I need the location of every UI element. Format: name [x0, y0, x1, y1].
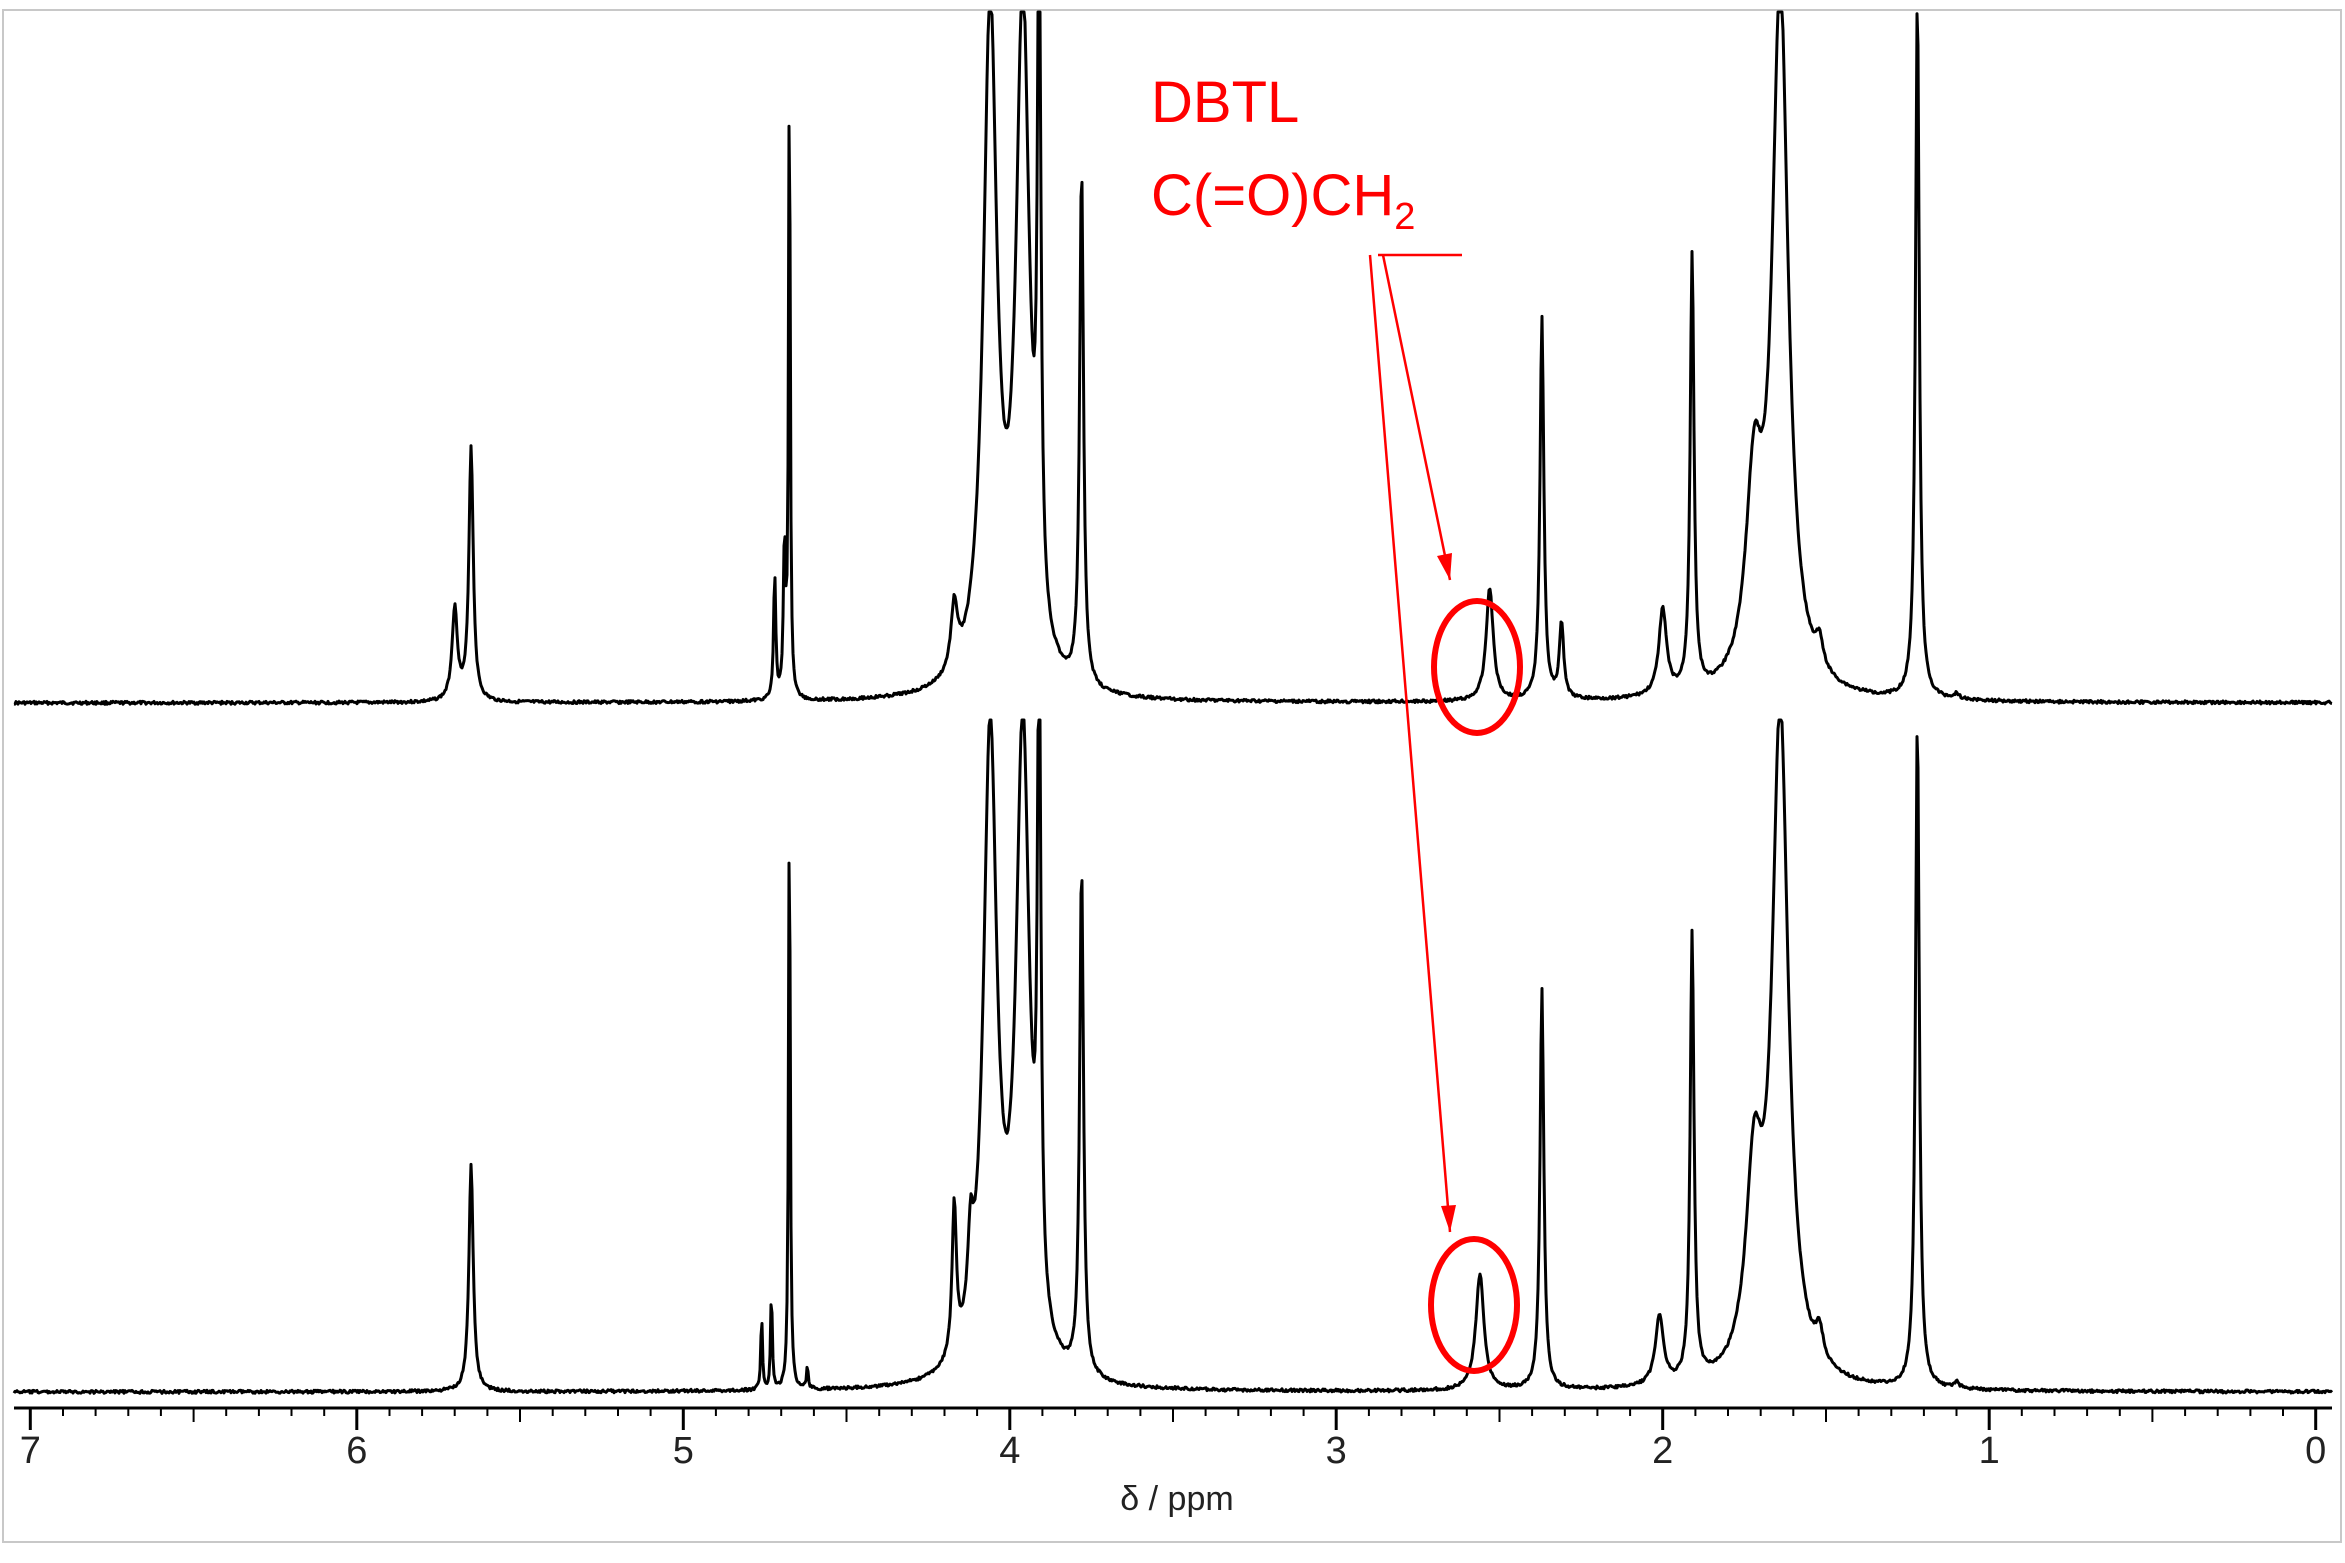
annotation-arrow-upper	[1381, 254, 1452, 581]
x-tick-label: 2	[1652, 1430, 1673, 1472]
spectrum-upper	[13, 10, 2333, 706]
spectrum-lower	[12, 718, 2334, 1395]
annotation-subscript: 2	[1394, 196, 1415, 238]
annotation-line-1: DBTL	[1151, 70, 1299, 135]
highlight-circle-lower	[1428, 1236, 1520, 1374]
x-tick-label: 3	[1326, 1430, 1347, 1472]
annotation-formula: C(=O)CH	[1151, 163, 1394, 228]
annotation-arrowhead-lower	[1441, 1205, 1456, 1232]
x-tick-label: 6	[346, 1430, 367, 1472]
annotation-line-2: C(=O)CH2	[1151, 163, 1415, 238]
spectra-group	[12, 10, 2334, 1395]
x-tick-label: 4	[999, 1430, 1020, 1472]
x-axis-ticks: 7 6 5 4 3 2 1 0	[20, 1408, 2326, 1472]
figure-border	[2, 9, 2342, 1543]
x-tick-label: 5	[673, 1430, 694, 1472]
x-tick-label: 1	[1979, 1430, 2000, 1472]
x-axis-label: δ / ppm	[1120, 1480, 1233, 1518]
dbtl-annotation: DBTL C(=O)CH2	[1151, 70, 1523, 1374]
annotation-arrowhead-upper	[1437, 553, 1452, 580]
annotation-arrow-lower	[1368, 254, 1452, 1233]
x-tick-label: 7	[20, 1430, 41, 1472]
x-tick-label: 0	[2305, 1430, 2326, 1472]
x-axis: 7 6 5 4 3 2 1 0 δ / ppm	[14, 1406, 2332, 1518]
highlight-circle-upper	[1431, 598, 1523, 736]
